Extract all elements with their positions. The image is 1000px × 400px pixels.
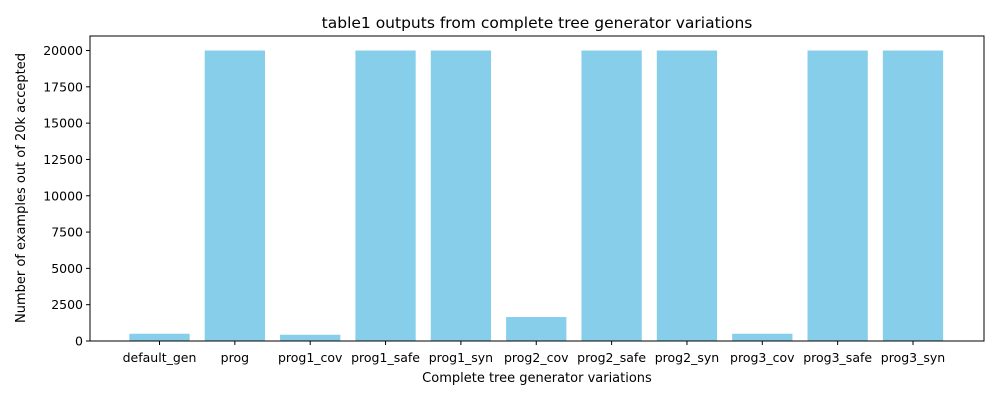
bar-prog1_cov — [280, 334, 341, 341]
x-tick-label: prog2_cov — [504, 350, 569, 365]
y-tick-label: 20000 — [43, 43, 83, 58]
x-axis-label: Complete tree generator variations — [422, 371, 652, 386]
y-tick-label: 0 — [75, 334, 83, 349]
bar-prog2_syn — [656, 50, 718, 342]
bar-prog2_safe — [581, 50, 642, 342]
bar-default_gen — [129, 333, 190, 341]
bar-prog1_safe — [355, 50, 416, 342]
bar-prog3_syn — [882, 50, 944, 342]
x-tick-label: prog2_safe — [577, 350, 646, 365]
x-tick-label: prog3_syn — [881, 350, 945, 365]
x-tick-label: prog — [221, 350, 249, 365]
y-axis-label: Number of examples out of 20k accepted — [14, 53, 29, 323]
bars-group — [129, 50, 944, 342]
x-tick-label: prog2_syn — [655, 350, 719, 365]
y-tick-label: 7500 — [51, 225, 83, 240]
x-tick-label: default_gen — [123, 350, 197, 365]
x-tick-label: prog1_syn — [429, 350, 493, 365]
bar-prog3_cov — [732, 333, 793, 341]
x-axis: default_gen prog prog1_cov prog1_safe prog1_… — [123, 341, 945, 365]
x-tick-label: prog1_safe — [351, 350, 420, 365]
bar-prog — [204, 50, 265, 342]
chart-title: table1 outputs from complete tree genera… — [322, 14, 753, 32]
y-tick-label: 15000 — [43, 116, 83, 131]
x-tick-label: prog3_safe — [803, 350, 872, 365]
y-tick-label: 10000 — [43, 188, 83, 203]
y-tick-label: 17500 — [43, 79, 83, 94]
x-tick-label: prog3_cov — [730, 350, 795, 365]
y-axis: 0 2500 5000 7500 10000 12500 15000 17500 20000 — [43, 43, 90, 349]
plot-frame — [89, 35, 985, 342]
bar-prog1_syn — [430, 50, 492, 342]
bar-prog2_cov — [506, 317, 567, 341]
bar-prog3_safe — [807, 50, 868, 342]
x-tick-label: prog1_cov — [278, 350, 343, 365]
y-tick-label: 5000 — [51, 261, 83, 276]
y-tick-label: 12500 — [43, 152, 83, 167]
y-tick-label: 2500 — [51, 297, 83, 312]
